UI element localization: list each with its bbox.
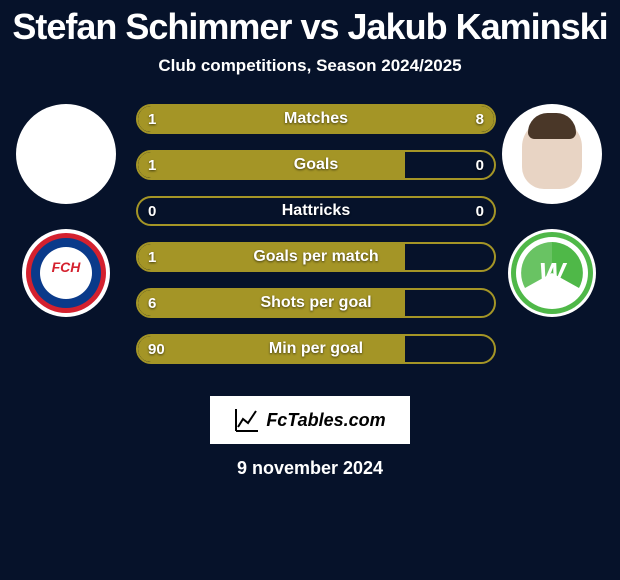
title-player-left: Stefan Schimmer	[12, 6, 291, 47]
comparison-row: 90Min per goal	[136, 334, 496, 364]
comparison-row: 1 8Matches	[136, 104, 496, 134]
row-value-left: 1	[148, 249, 156, 266]
row-label: Hattricks	[138, 202, 494, 220]
watermark-icon	[234, 407, 260, 433]
title-player-right: Jakub Kaminski	[348, 6, 608, 47]
title-vs: vs	[300, 6, 338, 47]
right-player-column: W	[492, 104, 612, 318]
row-value-right: 0	[476, 203, 484, 220]
right-club-badge: W	[507, 228, 597, 318]
date-label: 9 november 2024	[0, 458, 620, 479]
svg-text:W: W	[539, 257, 568, 288]
page-title: Stefan Schimmer vs Jakub Kaminski	[0, 0, 620, 48]
svg-text:FCH: FCH	[52, 259, 82, 275]
row-value-left: 0	[148, 203, 156, 220]
row-label: Shots per goal	[138, 294, 494, 312]
row-value-right: 8	[476, 111, 484, 128]
comparison-row: 1 0Goals	[136, 150, 496, 180]
row-value-left: 6	[148, 295, 156, 312]
right-player-photo	[502, 104, 602, 204]
left-player-photo	[16, 104, 116, 204]
row-label: Matches	[138, 110, 494, 128]
watermark-text: FcTables.com	[266, 410, 385, 431]
comparison-row: 6Shots per goal	[136, 288, 496, 318]
comparison-row: 1Goals per match	[136, 242, 496, 272]
row-label: Min per goal	[138, 340, 494, 358]
comparison-row: 0 0Hattricks	[136, 196, 496, 226]
row-value-left: 1	[148, 111, 156, 128]
left-player-column: FCH	[6, 104, 126, 318]
comparison-chart: FCH W 18Matches10Goals00Hattricks1Goals …	[0, 104, 620, 384]
row-value-left: 1	[148, 157, 156, 174]
row-value-right: 0	[476, 157, 484, 174]
left-club-badge: FCH	[21, 228, 111, 318]
watermark: FcTables.com	[210, 396, 410, 444]
subtitle: Club competitions, Season 2024/2025	[0, 56, 620, 76]
row-label: Goals	[138, 156, 494, 174]
row-value-left: 90	[148, 341, 165, 358]
comparison-rows: 18Matches10Goals00Hattricks1Goals per ma…	[136, 104, 496, 380]
row-label: Goals per match	[138, 248, 494, 266]
